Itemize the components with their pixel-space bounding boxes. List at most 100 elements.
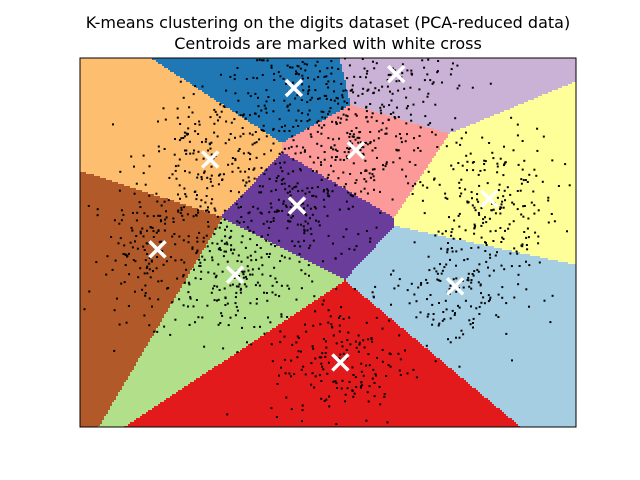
data-point — [277, 175, 280, 178]
cluster-region-cell — [296, 134, 449, 137]
cluster-region-cell — [464, 378, 576, 381]
data-point — [261, 185, 264, 188]
cluster-region-cell — [256, 234, 387, 237]
data-point — [317, 119, 320, 122]
cluster-region-cell — [348, 92, 549, 95]
data-point — [265, 292, 268, 294]
data-point — [288, 129, 291, 132]
data-point — [507, 227, 510, 230]
data-point — [146, 229, 148, 232]
data-point — [434, 103, 437, 106]
cluster-region-cell — [80, 380, 127, 383]
cluster-region-cell — [190, 382, 469, 385]
data-point — [180, 258, 183, 261]
data-point — [261, 273, 264, 276]
data-point — [244, 170, 247, 173]
data-point — [302, 225, 305, 228]
cluster-region-cell — [122, 388, 183, 391]
cluster-region-cell — [166, 312, 297, 315]
cluster-region-cell — [504, 110, 576, 113]
data-point — [235, 305, 238, 308]
data-point — [378, 130, 381, 133]
data-point — [355, 179, 358, 182]
data-point — [399, 374, 402, 376]
data-point — [512, 203, 515, 206]
data-point — [335, 287, 338, 290]
data-point — [444, 196, 447, 199]
data-point — [179, 197, 181, 200]
cluster-region-cell — [286, 140, 445, 143]
data-point — [229, 75, 232, 78]
data-point — [477, 281, 480, 284]
data-point — [526, 227, 529, 230]
data-point — [516, 252, 519, 255]
cluster-region-cell — [446, 138, 576, 141]
data-point — [329, 315, 332, 318]
data-point — [478, 305, 481, 308]
data-point — [113, 349, 116, 352]
cluster-region-cell — [130, 422, 517, 425]
cluster-region-cell — [100, 176, 259, 179]
data-point — [354, 113, 357, 116]
data-point — [267, 96, 270, 98]
data-point — [505, 332, 508, 335]
cluster-region-cell — [558, 88, 576, 91]
data-point — [158, 240, 161, 243]
data-point — [148, 257, 151, 259]
data-point — [162, 263, 165, 266]
data-point — [211, 184, 214, 187]
cluster-region-cell — [80, 360, 139, 363]
data-point — [269, 274, 272, 277]
data-point — [296, 335, 299, 338]
cluster-region-cell — [128, 376, 201, 379]
data-point — [455, 250, 458, 253]
centroid-cross — [346, 141, 366, 160]
data-point — [231, 283, 234, 286]
data-point — [327, 194, 330, 197]
data-point — [352, 395, 355, 398]
data-point — [360, 370, 363, 373]
data-point — [83, 308, 86, 311]
data-point — [266, 59, 269, 62]
data-point — [229, 284, 232, 287]
cluster-region-cell — [348, 94, 543, 97]
cluster-region-cell — [340, 276, 349, 279]
data-point — [414, 182, 417, 185]
data-point — [364, 159, 367, 162]
data-point — [152, 215, 155, 218]
data-point — [200, 270, 203, 273]
cluster-region-cell — [540, 256, 576, 259]
cluster-region-cell — [368, 254, 531, 257]
data-point — [368, 364, 371, 367]
data-point — [473, 232, 476, 235]
cluster-region-cell — [142, 414, 507, 417]
data-point — [459, 143, 462, 146]
cluster-region-cell — [204, 92, 349, 95]
cluster-region-cell — [178, 390, 479, 393]
data-point — [521, 140, 524, 142]
data-point — [538, 261, 541, 264]
data-point — [360, 190, 363, 193]
data-point — [406, 69, 409, 72]
data-point — [324, 340, 327, 343]
data-point — [273, 99, 275, 102]
data-point — [206, 304, 209, 307]
data-point — [374, 373, 377, 376]
data-point — [247, 176, 250, 179]
cluster-region-cell — [138, 358, 229, 361]
data-point — [449, 341, 452, 344]
data-point — [410, 282, 413, 285]
cluster-region-cell — [270, 134, 297, 137]
data-point — [180, 137, 183, 140]
cluster-region-cell — [222, 216, 393, 219]
data-point — [195, 214, 198, 217]
data-point — [261, 129, 264, 132]
cluster-region-cell — [276, 244, 377, 247]
cluster-region-cell — [168, 198, 239, 201]
data-point — [196, 240, 199, 243]
data-point — [494, 212, 497, 215]
data-point — [334, 380, 337, 383]
data-point — [346, 357, 348, 360]
data-point — [235, 291, 238, 294]
data-point — [240, 206, 242, 208]
